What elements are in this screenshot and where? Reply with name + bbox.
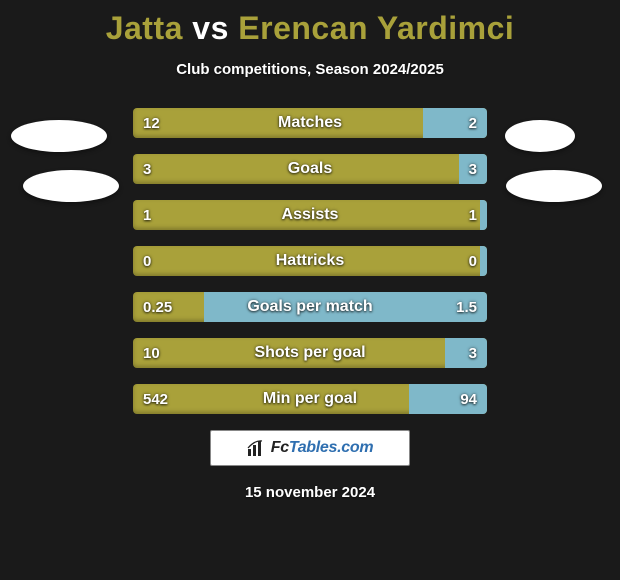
stat-row: 54294Min per goal [133,384,487,414]
stat-label: Min per goal [133,384,487,414]
stat-label: Shots per goal [133,338,487,368]
stat-label: Hattricks [133,246,487,276]
stat-label: Goals per match [133,292,487,322]
team-marker-ellipse [23,170,119,202]
stat-row: 00Hattricks [133,246,487,276]
fctables-badge[interactable]: FcTables.com [210,430,410,466]
stat-row: 122Matches [133,108,487,138]
player2-name: Erencan Yardimci [238,10,514,46]
stats-bars: 122Matches 33Goals 11Assists 00Hattricks 0.2… [133,108,487,414]
stat-row: 11Assists [133,200,487,230]
stat-row: 103Shots per goal [133,338,487,368]
date: 15 november 2024 [0,484,620,501]
vs-word: vs [192,10,229,46]
stat-row: 0.251.5Goals per match [133,292,487,322]
stat-row: 33Goals [133,154,487,184]
badge-suffix: Tables.com [289,439,373,456]
badge-prefix: Fc [271,439,289,456]
barchart-icon [247,439,267,457]
stat-label: Assists [133,200,487,230]
badge-text: FcTables.com [271,439,374,457]
stat-label: Matches [133,108,487,138]
team-marker-ellipse [11,120,107,152]
stat-label: Goals [133,154,487,184]
player1-name: Jatta [106,10,183,46]
subtitle: Club competitions, Season 2024/2025 [0,61,620,78]
comparison-title: Jatta vs Erencan Yardimci [0,0,620,47]
team-marker-ellipse [506,170,602,202]
team-marker-ellipse [505,120,575,152]
